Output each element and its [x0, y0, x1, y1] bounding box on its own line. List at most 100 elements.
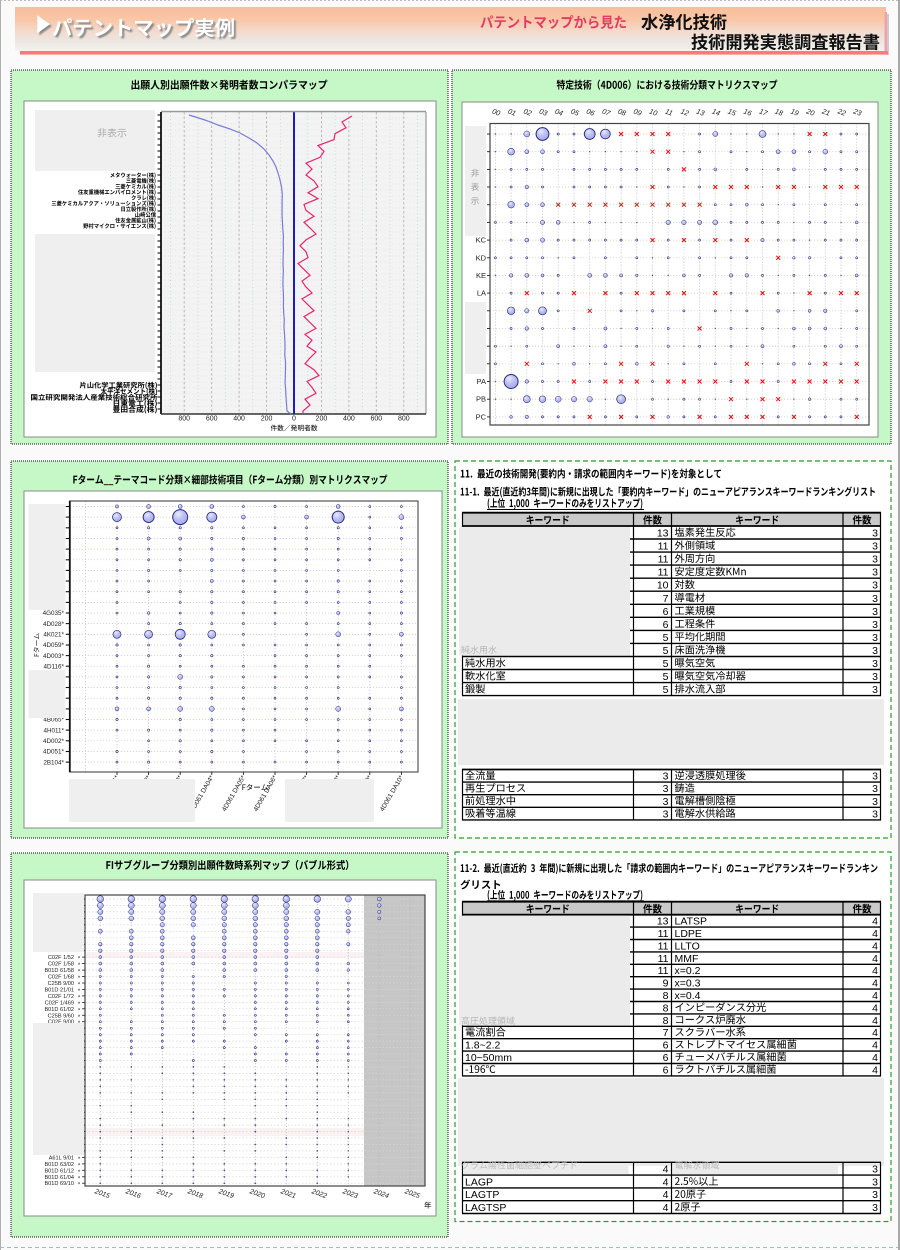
svg-text:4: 4	[663, 1202, 669, 1214]
svg-text:4D059*: 4D059*	[43, 642, 65, 649]
svg-text:400: 400	[233, 416, 245, 423]
svg-text:200: 200	[261, 416, 273, 423]
svg-text:4: 4	[872, 940, 878, 952]
svg-text:4H011*: 4H011*	[43, 727, 64, 734]
svg-text:3: 3	[872, 783, 878, 795]
svg-text:3: 3	[663, 771, 669, 783]
svg-text:LA: LA	[477, 289, 486, 298]
svg-text:2B104*: 2B104*	[43, 759, 64, 766]
svg-text:4: 4	[872, 1027, 878, 1039]
svg-text:600: 600	[370, 416, 382, 423]
svg-text:*: *	[78, 989, 81, 995]
svg-text:3: 3	[872, 1189, 878, 1201]
svg-text:07: 07	[601, 107, 613, 119]
svg-text:KD: KD	[476, 253, 487, 262]
svg-text:01: 01	[507, 107, 518, 118]
svg-text:5: 5	[663, 684, 669, 696]
svg-text:9: 9	[663, 978, 669, 990]
svg-text:1.8~2.2: 1.8~2.2	[465, 1040, 500, 1052]
svg-text:10: 10	[657, 580, 669, 592]
svg-text:4: 4	[663, 1189, 669, 1201]
svg-text:C02F 1/58: C02F 1/58	[48, 962, 74, 968]
svg-text:13: 13	[657, 916, 669, 928]
svg-text:11: 11	[658, 567, 669, 579]
svg-text:KC: KC	[476, 236, 487, 245]
svg-text:800: 800	[398, 416, 410, 423]
svg-text:*: *	[78, 976, 81, 982]
svg-text:5: 5	[663, 645, 669, 657]
svg-text:*: *	[78, 957, 81, 963]
svg-text:C02F 1/469: C02F 1/469	[45, 1000, 74, 1006]
svg-text:4: 4	[872, 978, 878, 990]
svg-text:C25B 9/60: C25B 9/60	[48, 1013, 74, 1019]
svg-text:21: 21	[820, 106, 832, 118]
svg-text:09: 09	[632, 107, 643, 118]
svg-text:4: 4	[872, 1052, 878, 1064]
svg-text:00: 00	[491, 107, 502, 118]
svg-text:4G035*: 4G035*	[43, 610, 65, 617]
svg-text:5: 5	[663, 632, 669, 644]
svg-text:19: 19	[789, 107, 800, 118]
svg-text:7: 7	[663, 1027, 669, 1039]
svg-text:4: 4	[872, 1002, 878, 1014]
svg-text:3: 3	[872, 684, 878, 696]
svg-text:*: *	[78, 963, 81, 969]
svg-text:06: 06	[585, 107, 596, 118]
svg-text:4: 4	[872, 916, 878, 928]
svg-text:*: *	[78, 1163, 81, 1169]
svg-text:800: 800	[178, 416, 190, 423]
svg-text:4D003*: 4D003*	[43, 653, 65, 660]
svg-text:8: 8	[663, 990, 669, 1002]
svg-text:04: 04	[554, 107, 565, 118]
svg-text:4: 4	[872, 928, 878, 940]
svg-text:20: 20	[804, 106, 816, 118]
svg-text:4K021*: 4K021*	[43, 632, 64, 639]
svg-text:LDPE: LDPE	[675, 928, 702, 940]
svg-text:C02F 1/52: C02F 1/52	[48, 955, 74, 961]
svg-text:LATSP: LATSP	[675, 916, 707, 928]
svg-text:8: 8	[663, 1002, 669, 1014]
svg-text:4: 4	[872, 965, 878, 977]
svg-text:3: 3	[872, 671, 878, 683]
svg-text:11: 11	[664, 107, 674, 118]
svg-text:*: *	[78, 1015, 81, 1021]
svg-text:PB: PB	[476, 395, 486, 404]
svg-text:x=0.2: x=0.2	[675, 965, 701, 977]
svg-text:3: 3	[872, 645, 878, 657]
svg-text:4: 4	[663, 1164, 669, 1176]
svg-text:3: 3	[872, 1176, 878, 1188]
svg-text:B01D 69/10: B01D 69/10	[44, 1181, 74, 1187]
svg-text:B01D 61/58: B01D 61/58	[44, 968, 74, 974]
svg-text:*: *	[78, 1008, 81, 1014]
svg-text:4D051*: 4D051*	[43, 749, 65, 756]
svg-text:6: 6	[663, 619, 669, 631]
svg-text:600: 600	[206, 416, 218, 423]
svg-text:5: 5	[663, 671, 669, 683]
svg-text:3: 3	[872, 580, 878, 592]
svg-text:4: 4	[663, 1176, 669, 1188]
svg-text:11: 11	[658, 953, 669, 965]
svg-text:4: 4	[872, 1040, 878, 1052]
svg-text:B01D 21/01: B01D 21/01	[44, 987, 74, 993]
svg-text:3: 3	[663, 783, 669, 795]
svg-text:11: 11	[658, 554, 669, 566]
svg-text:3: 3	[872, 771, 878, 783]
svg-text:3: 3	[872, 808, 878, 820]
svg-text:6: 6	[663, 1064, 669, 1076]
svg-text:10: 10	[648, 107, 659, 118]
svg-text:B01D 61/04: B01D 61/04	[44, 1175, 74, 1181]
svg-text:*: *	[78, 1176, 81, 1182]
svg-text:400: 400	[343, 416, 355, 423]
svg-text:11: 11	[658, 940, 669, 952]
svg-text:LAGTSP: LAGTSP	[465, 1202, 506, 1214]
svg-text:B01D 61/02: B01D 61/02	[44, 1007, 74, 1013]
svg-text:*: *	[78, 1002, 81, 1008]
svg-text:6: 6	[663, 1040, 669, 1052]
svg-text:4D028*: 4D028*	[43, 621, 65, 628]
svg-text:3: 3	[872, 606, 878, 618]
svg-text:B01D 63/02: B01D 63/02	[44, 1162, 74, 1168]
svg-text:0: 0	[292, 416, 296, 423]
svg-text:PC: PC	[476, 412, 487, 421]
svg-text:11: 11	[658, 541, 669, 553]
svg-text:LLTO: LLTO	[675, 940, 700, 952]
